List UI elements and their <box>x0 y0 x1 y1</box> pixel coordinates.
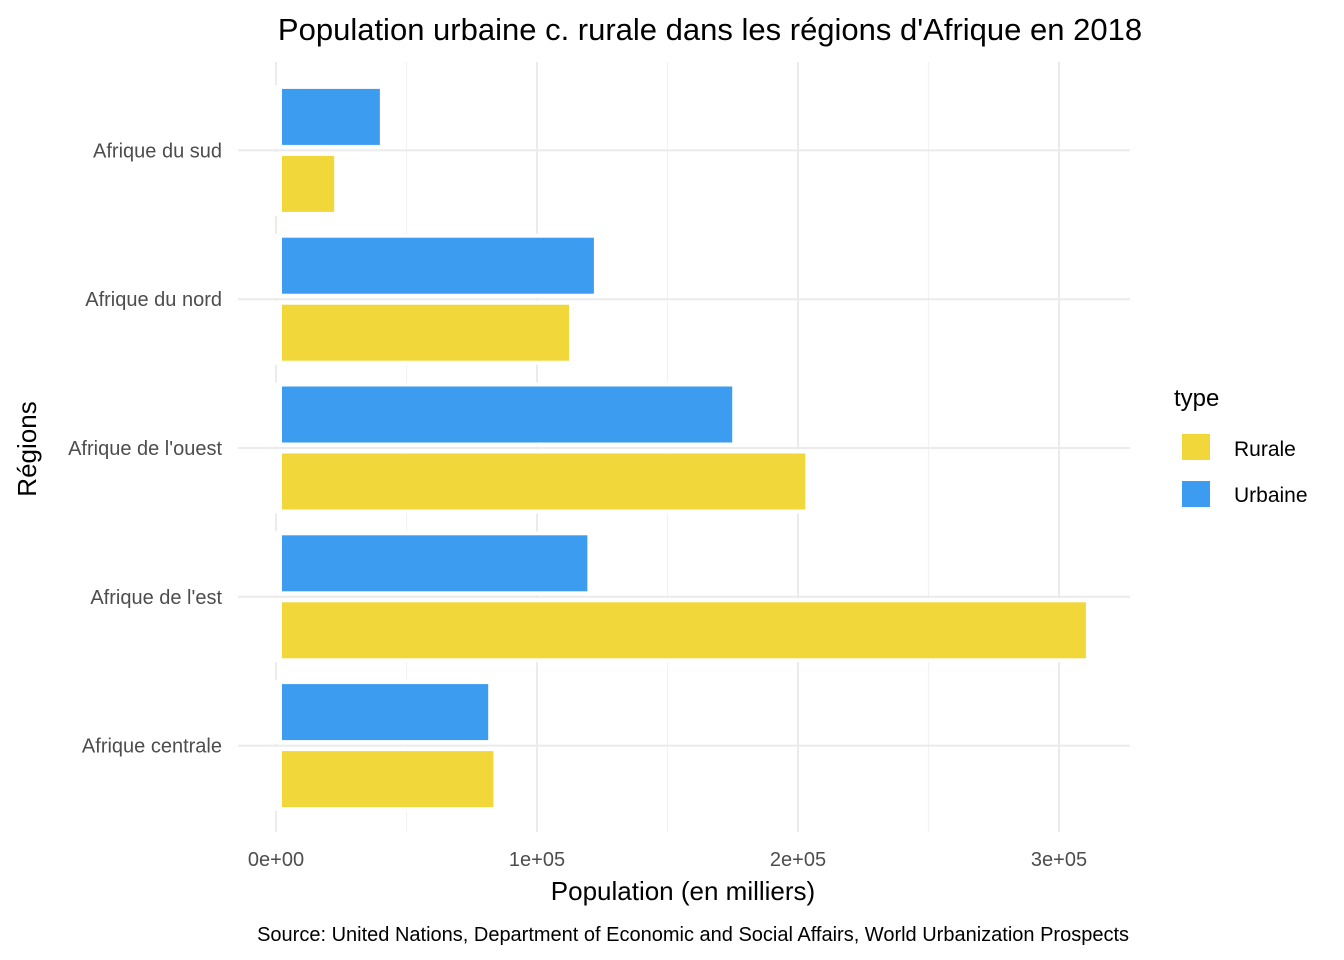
x-axis-title: Population (en milliers) <box>551 876 815 906</box>
bar-rurale-afrique-du-nord <box>282 304 570 361</box>
legend-label-rurale: Rurale <box>1234 438 1296 461</box>
y-tick-label-afrique-du-nord: Afrique du nord <box>85 289 222 311</box>
y-tick-labels: Afrique centrale Afrique de l'est Afrique … <box>68 140 222 757</box>
bar-urbaine-afrique-du-sud <box>282 88 380 145</box>
y-tick-label-afrique-centrale: Afrique centrale <box>82 736 222 758</box>
chart-caption: Source: United Nations, Department of Ec… <box>257 924 1129 946</box>
bars-layer <box>272 84 1096 812</box>
bar-urbaine-afrique-de-l-ouest <box>282 386 733 443</box>
x-tick-label-0: 0e+00 <box>248 849 304 871</box>
bar-urbaine-afrique-du-nord <box>282 237 594 294</box>
legend-swatch-rurale <box>1182 434 1210 460</box>
bar-urbaine-afrique-de-l-est <box>282 535 588 592</box>
bar-rurale-afrique-centrale <box>282 751 494 808</box>
bar-rurale-afrique-de-l-ouest <box>282 453 806 510</box>
x-tick-label-3: 3e+05 <box>1031 849 1087 871</box>
x-tick-label-2: 2e+05 <box>770 849 826 871</box>
legend-label-urbaine: Urbaine <box>1234 484 1308 507</box>
y-tick-label-afrique-de-l-est: Afrique de l'est <box>90 587 222 609</box>
legend-title: type <box>1174 385 1219 412</box>
chart-title: Population urbaine c. rurale dans les ré… <box>278 12 1142 47</box>
legend: type Rurale Urbaine <box>1174 385 1308 507</box>
x-tick-label-1: 1e+05 <box>509 849 565 871</box>
legend-swatch-urbaine <box>1182 481 1210 507</box>
y-tick-label-afrique-du-sud: Afrique du sud <box>93 140 222 162</box>
bar-urbaine-afrique-centrale <box>282 684 489 741</box>
y-tick-label-afrique-de-l-ouest: Afrique de l'ouest <box>68 438 222 460</box>
x-tick-labels: 0e+00 1e+05 2e+05 3e+05 <box>248 849 1087 871</box>
y-axis-title: Régions <box>12 401 42 496</box>
bar-rurale-afrique-du-sud <box>282 155 335 212</box>
bar-rurale-afrique-de-l-est <box>282 602 1086 659</box>
grid-layer <box>238 62 1130 832</box>
